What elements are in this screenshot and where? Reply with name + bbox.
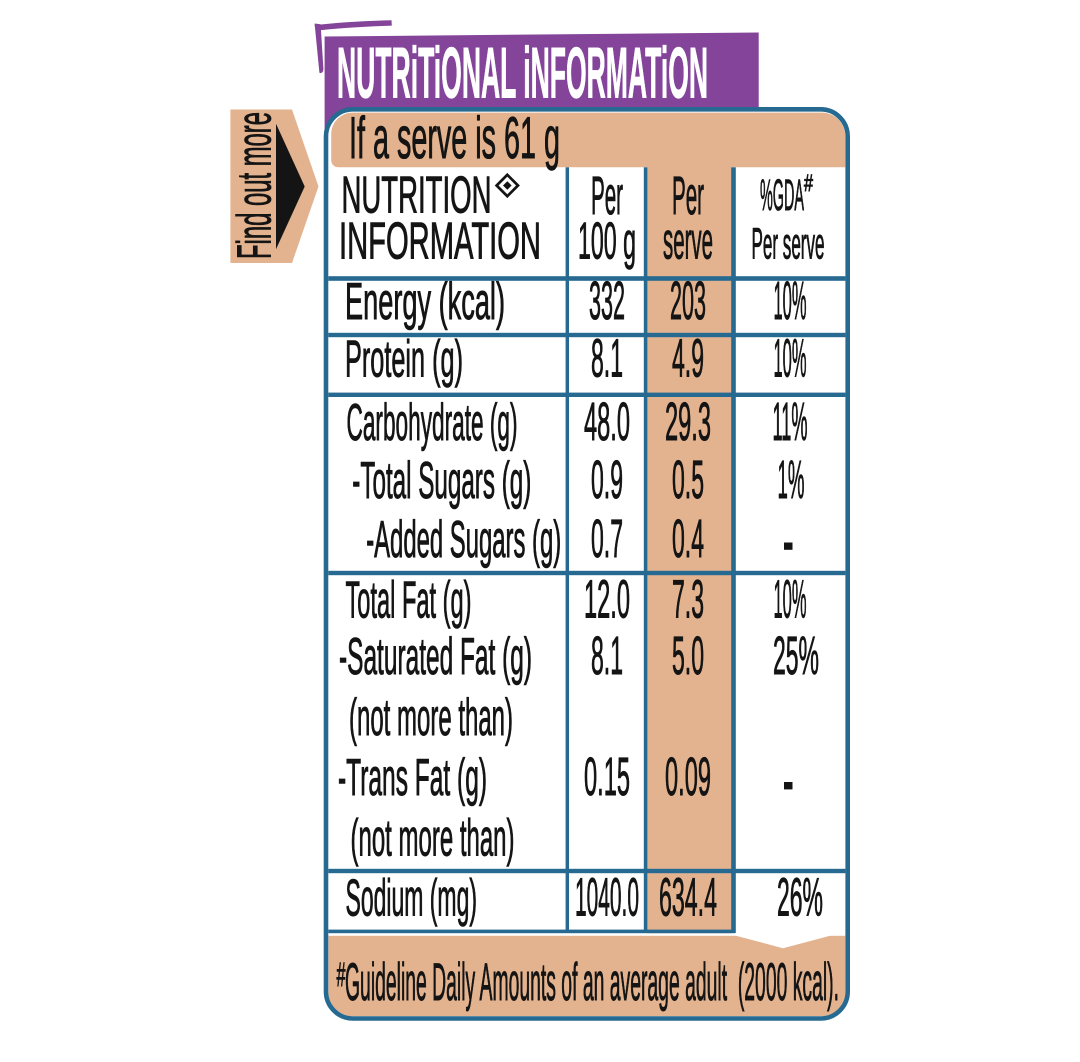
svg-text:#: #	[337, 956, 346, 994]
svg-text:Sodium (mg): Sodium (mg)	[346, 870, 478, 928]
svg-text:Find out more: Find out more	[229, 112, 282, 259]
svg-text:serve: serve	[663, 213, 713, 271]
svg-text:Guideline Daily Amounts of an: Guideline Daily Amounts of an average ad…	[345, 953, 839, 1012]
svg-text:0.15: 0.15	[584, 747, 630, 807]
svg-text:4.9: 4.9	[672, 329, 704, 389]
svg-text:11%: 11%	[773, 392, 808, 452]
svg-text:8.1: 8.1	[591, 626, 623, 686]
svg-text:INFORMATION: INFORMATION	[339, 213, 541, 271]
svg-text:NUTRiTiONAL iNFORMATiON: NUTRiTiONAL iNFORMATiON	[337, 34, 708, 114]
svg-text:#: #	[804, 170, 813, 197]
svg-text:1%: 1%	[778, 450, 805, 510]
svg-text:Per: Per	[591, 166, 623, 226]
svg-text:7.3: 7.3	[672, 570, 704, 630]
svg-text:Energy (kcal): Energy (kcal)	[345, 273, 505, 331]
svg-text:332: 332	[589, 271, 625, 331]
svg-text:-Trans Fat (g): -Trans Fat (g)	[338, 749, 487, 807]
svg-text:1040.0: 1040.0	[575, 868, 639, 928]
svg-text:-Added Sugars (g): -Added Sugars (g)	[366, 511, 561, 569]
svg-text:0.7: 0.7	[591, 509, 623, 569]
svg-text:%GDA: %GDA	[760, 171, 804, 220]
svg-text:Total Fat (g): Total Fat (g)	[346, 572, 472, 630]
svg-text:0.4: 0.4	[672, 509, 704, 569]
svg-text:25%: 25%	[773, 626, 819, 686]
svg-text:10%: 10%	[774, 271, 807, 331]
svg-text:Protein (g): Protein (g)	[345, 331, 463, 389]
svg-text:10%: 10%	[774, 570, 807, 630]
svg-text:0.09: 0.09	[665, 747, 711, 807]
svg-text:(not more than): (not more than)	[351, 810, 515, 868]
svg-text:8.1: 8.1	[591, 329, 623, 389]
svg-text:NUTRITION: NUTRITION	[342, 167, 492, 225]
svg-text:-Saturated Fat (g): -Saturated Fat (g)	[339, 628, 532, 686]
svg-text:48.0: 48.0	[584, 392, 630, 452]
svg-text:12.0: 12.0	[584, 570, 630, 630]
svg-text:10%: 10%	[774, 329, 807, 389]
svg-text:Per: Per	[672, 166, 704, 226]
svg-text:5.0: 5.0	[672, 626, 704, 686]
svg-text:(not more than): (not more than)	[349, 689, 513, 747]
svg-text:100 g: 100 g	[578, 213, 636, 271]
svg-text:-Total Sugars (g): -Total Sugars (g)	[352, 452, 531, 510]
svg-text:203: 203	[670, 271, 706, 331]
svg-text:634.4: 634.4	[659, 868, 717, 928]
svg-text:0.5: 0.5	[672, 450, 704, 510]
svg-text:If a serve is 61 g: If a serve is 61 g	[349, 105, 560, 171]
svg-text:0.9: 0.9	[591, 450, 623, 510]
svg-text:26%: 26%	[777, 868, 823, 928]
svg-text:Per serve: Per serve	[752, 220, 825, 269]
svg-text:29.3: 29.3	[665, 392, 711, 452]
svg-text:Carbohydrate (g): Carbohydrate (g)	[347, 394, 518, 452]
